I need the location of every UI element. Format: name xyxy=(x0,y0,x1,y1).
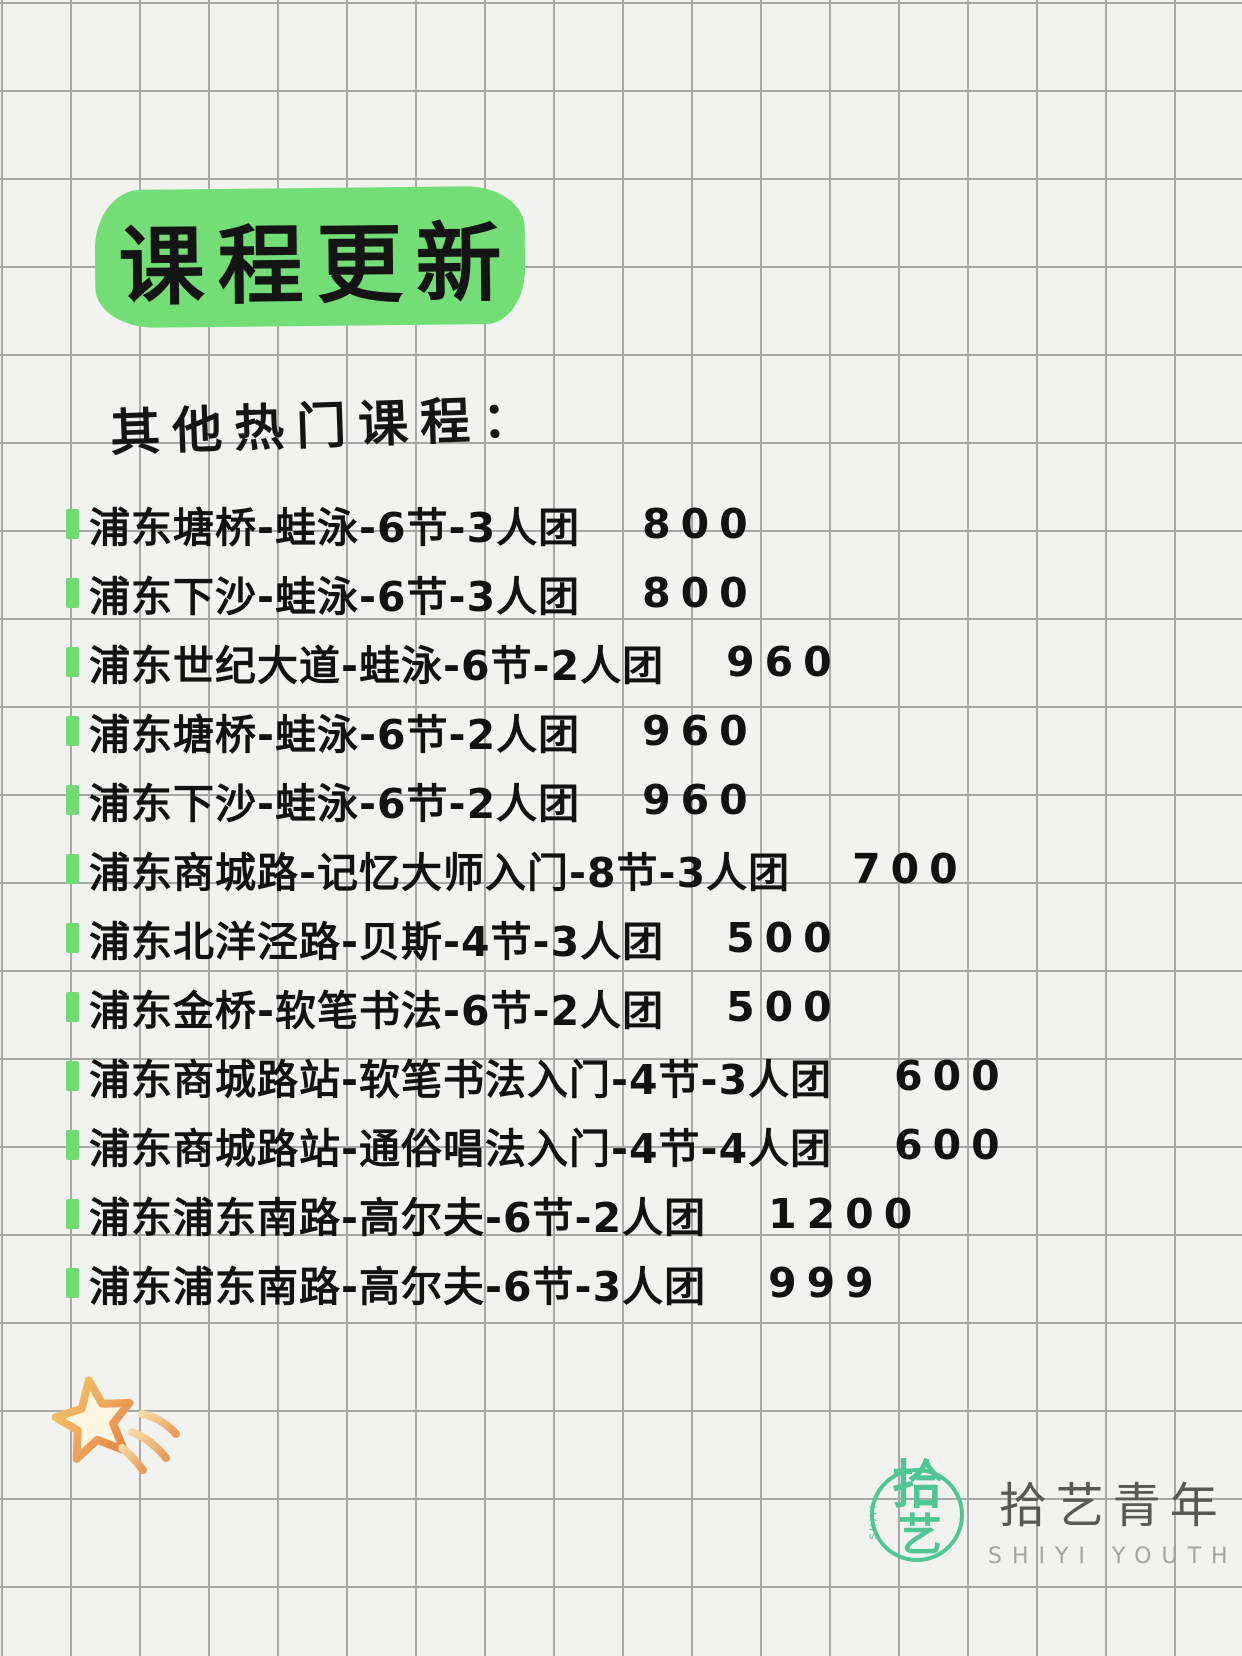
course-price: 1200 xyxy=(768,1189,923,1238)
course-name: 浦东商城路站-通俗唱法入门-4节-4人团 xyxy=(89,1124,833,1173)
course-price: 800 xyxy=(642,499,758,548)
bullet-icon xyxy=(66,1060,79,1091)
list-item: 浦东下沙-蛙泳-6节-2人团 960 xyxy=(66,765,1010,834)
list-item: 浦东商城路-记忆大师入门-8节-3人团 700 xyxy=(66,834,1010,903)
bullet-icon xyxy=(66,991,79,1022)
logo-badge-char-bottom: 艺 xyxy=(898,1510,942,1561)
list-item: 浦东塘桥-蛙泳-6节-2人团 960 xyxy=(66,696,1010,765)
bullet-icon xyxy=(66,853,79,884)
list-item: 浦东浦东南路-高尔夫-6节-3人团 999 xyxy=(66,1248,1010,1317)
course-price: 999 xyxy=(768,1258,884,1307)
list-item: 浦东浦东南路-高尔夫-6节-2人团 1200 xyxy=(66,1179,1010,1248)
bullet-icon xyxy=(66,1198,79,1229)
course-name: 浦东下沙-蛙泳-6节-3人团 xyxy=(89,572,581,621)
bullet-icon xyxy=(66,715,79,746)
course-price: 960 xyxy=(726,637,842,686)
course-price: 960 xyxy=(642,706,758,755)
bullet-icon xyxy=(66,922,79,953)
bullet-icon xyxy=(66,508,79,539)
bullet-icon xyxy=(66,577,79,608)
course-price: 500 xyxy=(726,913,842,962)
course-name: 浦东商城路-记忆大师入门-8节-3人团 xyxy=(89,848,791,897)
list-item: 浦东金桥-软笔书法-6节-2人团 500 xyxy=(66,972,1010,1041)
logo-badge-side-text: SHIYI xyxy=(868,1503,880,1540)
bullet-icon xyxy=(66,1267,79,1298)
course-name: 浦东浦东南路-高尔夫-6节-3人团 xyxy=(89,1262,707,1311)
course-price: 600 xyxy=(894,1051,1010,1100)
course-name: 浦东塘桥-蛙泳-6节-2人团 xyxy=(89,710,581,759)
list-item: 浦东商城路站-通俗唱法入门-4节-4人团 600 xyxy=(66,1110,1010,1179)
course-name: 浦东世纪大道-蛙泳-6节-2人团 xyxy=(89,641,665,690)
logo-badge-icon: 拾 艺 SHIYI xyxy=(868,1458,968,1576)
subtitle: 其他热门课程： xyxy=(109,389,546,463)
course-price: 600 xyxy=(894,1120,1010,1169)
course-name: 浦东下沙-蛙泳-6节-2人团 xyxy=(89,779,581,828)
course-name: 浦东浦东南路-高尔夫-6节-2人团 xyxy=(89,1193,707,1242)
shooting-star-icon xyxy=(51,1376,180,1474)
list-item: 浦东北洋泾路-贝斯-4节-3人团 500 xyxy=(66,903,1010,972)
brand-logo: 拾 艺 SHIYI 拾艺青年 SHIYI YOUTH xyxy=(868,1458,1238,1576)
logo-circle xyxy=(870,1468,964,1562)
course-list: 浦东塘桥-蛙泳-6节-3人团 800 浦东下沙-蛙泳-6节-3人团 800 浦东… xyxy=(66,489,1010,1317)
brand-name-en: SHIYI YOUTH xyxy=(988,1543,1238,1569)
course-price: 500 xyxy=(726,982,842,1031)
brand-text: 拾艺青年 SHIYI YOUTH xyxy=(988,1466,1238,1569)
logo-badge-char-top: 拾 xyxy=(891,1456,945,1516)
list-item: 浦东世纪大道-蛙泳-6节-2人团 960 xyxy=(66,627,1010,696)
list-item: 浦东下沙-蛙泳-6节-3人团 800 xyxy=(66,558,1010,627)
list-item: 浦东塘桥-蛙泳-6节-3人团 800 xyxy=(66,489,1010,558)
brand-name-zh: 拾艺青年 xyxy=(998,1477,1227,1534)
page-title: 课程更新 xyxy=(118,213,516,318)
course-name: 浦东北洋泾路-贝斯-4节-3人团 xyxy=(89,917,665,966)
title-highlight-blob: 课程更新 xyxy=(94,185,526,329)
course-price: 960 xyxy=(642,775,758,824)
list-item: 浦东商城路站-软笔书法入门-4节-3人团 600 xyxy=(66,1041,1010,1110)
course-name: 浦东塘桥-蛙泳-6节-3人团 xyxy=(89,503,581,552)
course-name: 浦东商城路站-软笔书法入门-4节-3人团 xyxy=(89,1055,833,1104)
bullet-icon xyxy=(66,646,79,677)
bullet-icon xyxy=(66,784,79,815)
course-price: 700 xyxy=(852,844,968,893)
course-name: 浦东金桥-软笔书法-6节-2人团 xyxy=(89,986,665,1035)
course-price: 800 xyxy=(642,568,758,617)
bullet-icon xyxy=(66,1129,79,1160)
